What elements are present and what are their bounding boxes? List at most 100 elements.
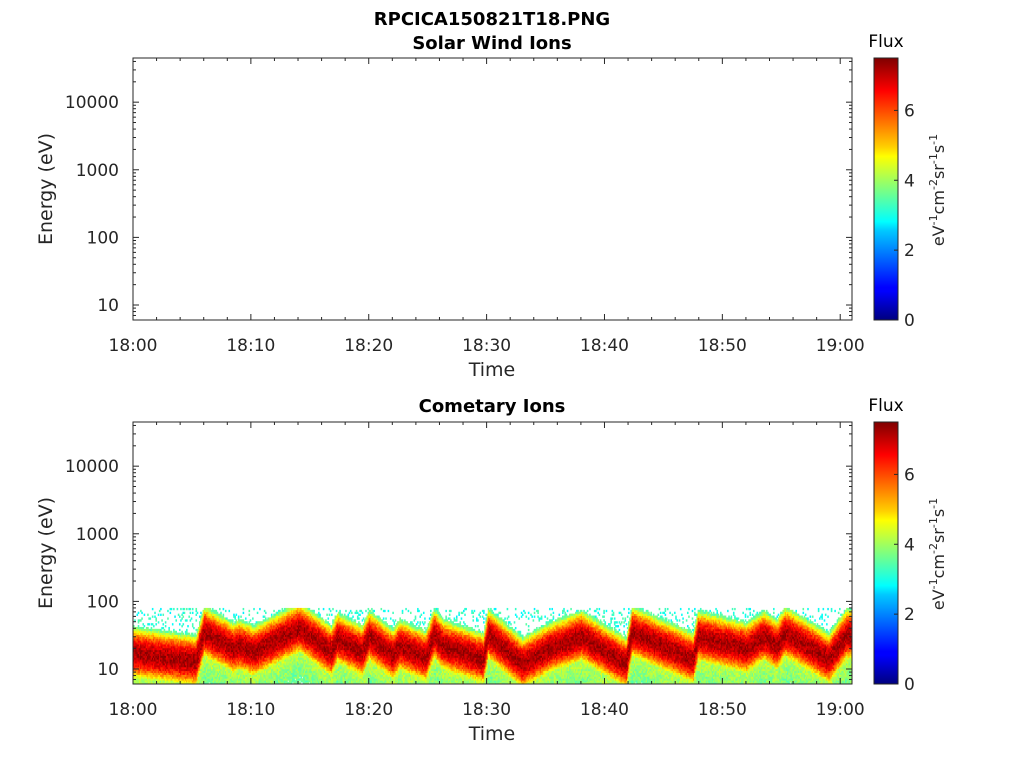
panel1-xlabel: Time: [468, 359, 516, 381]
x-tick-label: 18:50: [698, 336, 747, 356]
x-tick-label: 18:00: [109, 336, 158, 356]
heatmap-cell: [167, 610, 169, 612]
heatmap-cell: [141, 612, 143, 614]
colorbar-tick-label: 6: [904, 101, 915, 121]
heatmap-cell: [192, 612, 194, 614]
heatmap-cell: [170, 612, 172, 614]
heatmap-cell: [167, 617, 169, 619]
colorbar-tick-label: 4: [904, 171, 915, 191]
heatmap-cell: [155, 617, 157, 619]
heatmap-cell: [174, 616, 176, 618]
heatmap-cell: [240, 616, 242, 618]
panel1-colorbar-title: Flux: [868, 32, 903, 52]
heatmap-cell: [249, 610, 251, 612]
heatmap-cell: [220, 612, 222, 614]
heatmap-cell: [165, 625, 167, 627]
heatmap-cell: [243, 608, 245, 610]
heatmap-cell: [257, 612, 259, 614]
heatmap-cell: [179, 629, 181, 631]
heatmap-cell: [141, 617, 143, 619]
heatmap-cell: [160, 608, 162, 610]
colorbar-tick-label: 0: [904, 311, 915, 331]
heatmap-cell: [148, 623, 150, 625]
heatmap-cell: [191, 617, 193, 619]
heatmap-cell: [179, 623, 181, 625]
heatmap-cell: [232, 619, 234, 621]
y-tick-label: 100: [87, 228, 119, 248]
heatmap-cell: [249, 614, 251, 616]
heatmap-cell: [173, 608, 175, 610]
heatmap-cell: [144, 625, 146, 627]
colorbar-tick-label: 2: [904, 241, 915, 261]
heatmap-cell: [192, 623, 194, 625]
heatmap-cell: [165, 621, 167, 623]
heatmap-cell: [195, 608, 197, 610]
y-tick-label: 1000: [76, 161, 119, 181]
heatmap-cell: [160, 614, 162, 616]
heatmap-cell: [197, 612, 199, 614]
heatmap-cell: [186, 608, 188, 610]
heatmap-cell: [183, 623, 185, 625]
panel2-title: Cometary Ions: [419, 396, 566, 417]
y-tick-label: 10000: [65, 93, 119, 113]
heatmap-cell: [152, 616, 154, 618]
heatmap-cell: [195, 619, 197, 621]
x-tick-label: 18:20: [344, 336, 393, 356]
heatmap-cell: [152, 608, 154, 610]
heatmap-cell: [188, 616, 190, 618]
heatmap-cell: [138, 612, 140, 614]
heatmap-cell: [236, 614, 238, 616]
heatmap-cell: [243, 612, 245, 614]
heatmap-cell: [183, 616, 185, 618]
heatmap-cell: [147, 614, 149, 616]
heatmap-cell: [184, 612, 186, 614]
heatmap-cell: [186, 629, 188, 631]
x-tick-label: 18:30: [462, 336, 511, 356]
heatmap-cell: [253, 608, 255, 610]
heatmap-cell: [162, 623, 164, 625]
heatmap-cell: [190, 608, 192, 610]
heatmap-cell: [245, 617, 247, 619]
panel1-colorbar: [874, 58, 898, 320]
heatmap-cell: [158, 614, 160, 616]
heatmap-cell: [179, 616, 181, 618]
x-tick-label: 18:40: [580, 336, 629, 356]
heatmap-cell: [273, 610, 275, 612]
heatmap-cell: [190, 612, 192, 614]
heatmap-cell: [259, 608, 261, 610]
panel1-plot-area: [133, 58, 852, 320]
heatmap-cell: [223, 614, 225, 616]
y-tick-label: 10: [97, 296, 119, 316]
heatmap-cell: [225, 610, 227, 612]
panel-cometary: Cometary Ions 18:00 18:10 18:20 18:30 18:40 1…: [35, 396, 948, 745]
x-tick-label: 19:00: [816, 336, 865, 356]
heatmap-cell: [238, 616, 240, 618]
heatmap-cell: [158, 621, 160, 623]
heatmap-cell: [265, 612, 267, 614]
heatmap-cell: [154, 612, 156, 614]
figure-title: RPCICA150821T18.PNG: [374, 9, 610, 30]
heatmap-cell: [252, 617, 254, 619]
heatmap-cell: [161, 619, 163, 621]
heatmap-cell: [223, 608, 225, 610]
heatmap-cell: [180, 608, 182, 610]
heatmap-cell: [228, 610, 230, 612]
panel-solar-wind: Solar Wind Ions 18:00 18:10 18:20 18:30 18:4…: [35, 32, 948, 381]
heatmap-cell: [171, 608, 173, 610]
heatmap-cell: [150, 617, 152, 619]
heatmap-cell: [250, 619, 252, 621]
x-tick-label: 18:10: [226, 336, 275, 356]
heatmap-cell: [219, 608, 221, 610]
heatmap-cell: [153, 625, 155, 627]
heatmap-cell: [177, 608, 179, 610]
heatmap-cell: [168, 627, 170, 629]
heatmap-cell: [144, 614, 146, 616]
heatmap-cell: [192, 608, 194, 610]
heatmap-cell: [186, 619, 188, 621]
heatmap-cell: [193, 627, 195, 629]
heatmap-cell: [155, 623, 157, 625]
panel1-colorbar-unit: eV-1cm-2sr-1s-1: [927, 134, 948, 246]
heatmap-cell: [187, 625, 189, 627]
heatmap-cell: [184, 608, 186, 610]
